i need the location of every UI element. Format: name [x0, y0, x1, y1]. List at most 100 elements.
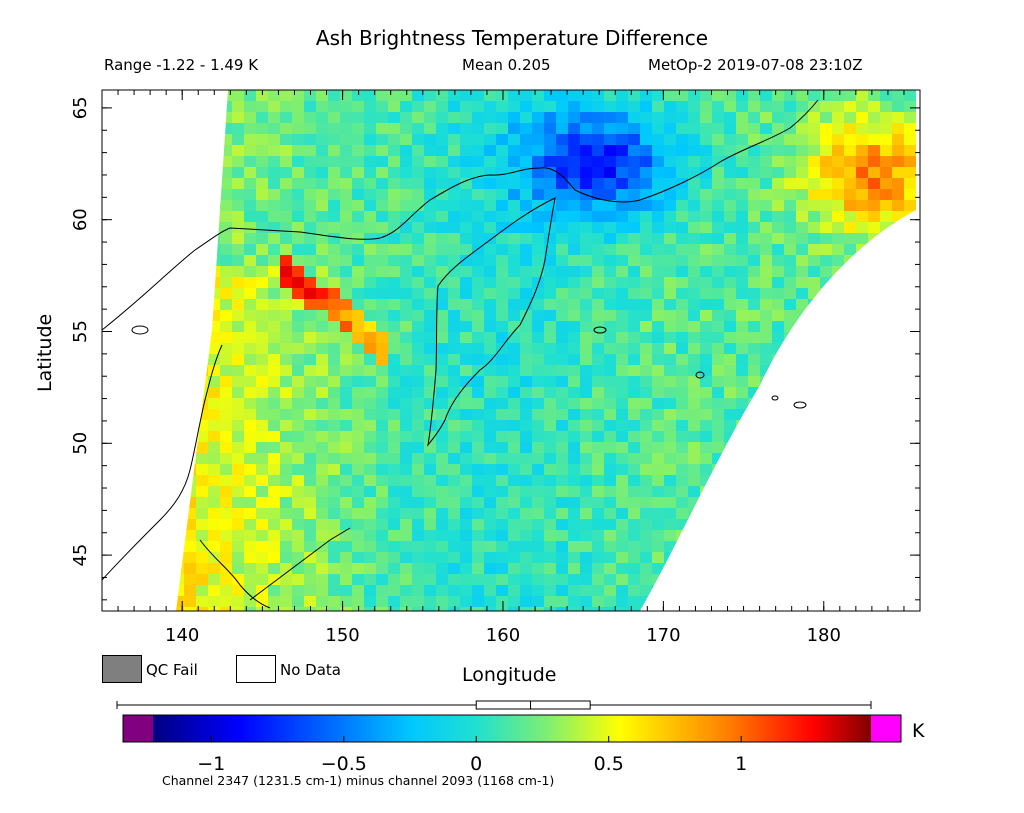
heatmap-cell: [472, 607, 485, 611]
heatmap-cell: [208, 288, 221, 300]
heatmap-cell: [256, 387, 269, 399]
heatmap-cell: [244, 420, 257, 432]
heatmap-cell: [388, 431, 401, 443]
heatmap-cell: [340, 552, 353, 564]
heatmap-cell: [784, 541, 797, 553]
heatmap-cell: [472, 189, 485, 201]
heatmap-cell: [712, 552, 725, 564]
colorbar-tick-label: −0.5: [321, 753, 367, 775]
heatmap-cell: [868, 497, 881, 509]
heatmap-cell: [184, 222, 197, 234]
heatmap-cell: [176, 189, 185, 201]
heatmap-cell: [520, 442, 533, 454]
heatmap-cell: [820, 420, 833, 432]
heatmap-cell: [532, 420, 545, 432]
heatmap-cell: [784, 277, 797, 289]
heatmap-cell: [688, 409, 701, 421]
heatmap-cell: [208, 519, 221, 531]
heatmap-cell: [724, 101, 737, 113]
heatmap-cell: [280, 376, 293, 388]
heatmap-cell: [544, 354, 557, 366]
heatmap-cell: [616, 321, 629, 333]
heatmap-cell: [820, 266, 833, 278]
heatmap-cell: [352, 200, 365, 212]
heatmap-cell: [520, 552, 533, 564]
heatmap-cell: [328, 354, 341, 366]
heatmap-cell: [328, 255, 341, 267]
heatmap-cell: [424, 266, 437, 278]
heatmap-cell: [796, 200, 809, 212]
heatmap-cell: [856, 211, 869, 223]
heatmap-cell: [316, 233, 329, 245]
heatmap-cell: [736, 123, 749, 135]
heatmap-cell: [736, 178, 749, 190]
heatmap-cell: [244, 552, 257, 564]
heatmap-cell: [664, 530, 677, 542]
heatmap-cell: [604, 431, 617, 443]
heatmap-cell: [736, 134, 749, 146]
heatmap-cell: [808, 321, 821, 333]
heatmap-cell: [892, 497, 905, 509]
heatmap-cell: [844, 134, 857, 146]
heatmap-cell: [544, 233, 557, 245]
heatmap-cell: [832, 442, 845, 454]
heatmap-cell: [184, 321, 197, 333]
heatmap-cell: [616, 376, 629, 388]
heatmap-cell: [712, 574, 725, 586]
heatmap-cell: [568, 288, 581, 300]
heatmap-cell: [460, 387, 473, 399]
heatmap-cell: [424, 244, 437, 256]
heatmap-cell: [292, 596, 305, 608]
heatmap-cell: [748, 167, 761, 179]
heatmap-cell: [424, 200, 437, 212]
heatmap-cell: [844, 409, 857, 421]
heatmap-cell: [508, 90, 521, 102]
heatmap-cell: [712, 211, 725, 223]
heatmap-cell: [316, 244, 329, 256]
heatmap-cell: [760, 541, 773, 553]
heatmap-cell: [196, 134, 209, 146]
heatmap-cell: [316, 145, 329, 157]
heatmap-cell: [400, 321, 413, 333]
heatmap-cell: [520, 112, 533, 124]
heatmap-cell: [280, 299, 293, 311]
heatmap-cell: [616, 178, 629, 190]
heatmap-cell: [520, 453, 533, 465]
heatmap-cell: [616, 519, 629, 531]
heatmap-cell: [868, 431, 881, 443]
heatmap-cell: [568, 200, 581, 212]
heatmap-cell: [820, 222, 833, 234]
heatmap-cell: [232, 101, 245, 113]
heatmap-cell: [568, 321, 581, 333]
heatmap-cell: [424, 519, 437, 531]
heatmap-cell: [748, 442, 761, 454]
heatmap-cell: [436, 398, 449, 410]
heatmap-cell: [760, 145, 773, 157]
heatmap-cell: [268, 585, 281, 597]
heatmap-cell: [532, 90, 545, 102]
heatmap-cell: [376, 431, 389, 443]
heatmap-cell: [916, 112, 929, 124]
heatmap-cell: [184, 453, 197, 465]
heatmap-cell: [520, 233, 533, 245]
heatmap-cell: [352, 321, 365, 333]
heatmap-cell: [748, 343, 761, 355]
heatmap-cell: [820, 585, 833, 597]
heatmap-cell: [436, 387, 449, 399]
heatmap-cell: [520, 497, 533, 509]
heatmap-cell: [280, 277, 293, 289]
heatmap-cell: [640, 497, 653, 509]
heatmap-cell: [424, 178, 437, 190]
heatmap-cell: [388, 299, 401, 311]
heatmap-cell: [604, 541, 617, 553]
heatmap-cell: [688, 321, 701, 333]
heatmap-cell: [508, 563, 521, 575]
heatmap-cell: [892, 420, 905, 432]
heatmap-cell: [280, 563, 293, 575]
heatmap-cell: [784, 299, 797, 311]
heatmap-cell: [520, 365, 533, 377]
heatmap-cell: [784, 288, 797, 300]
heatmap-cell: [460, 222, 473, 234]
heatmap-cell: [472, 101, 485, 113]
heatmap-cell: [784, 409, 797, 421]
